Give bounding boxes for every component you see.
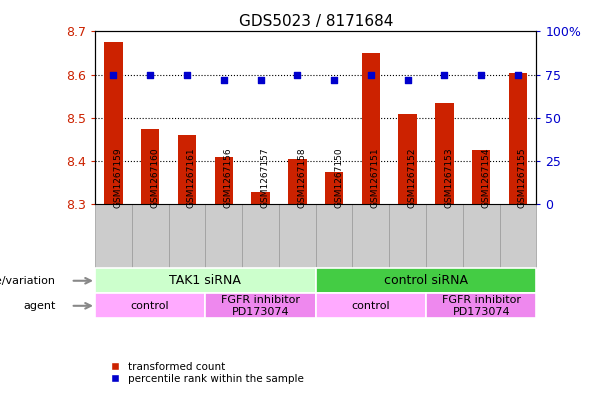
Bar [509,73,527,204]
Bar [95,204,132,268]
Text: GSM1267150: GSM1267150 [334,147,343,208]
Bar [389,204,426,268]
Bar [95,268,316,293]
Point [256,77,265,83]
Text: GSM1267161: GSM1267161 [187,147,196,208]
Text: GSM1267155: GSM1267155 [518,147,527,208]
Bar [463,204,500,268]
Bar [426,293,536,318]
Bar [279,204,316,268]
Bar [178,135,196,204]
Title: GDS5023 / 8171684: GDS5023 / 8171684 [238,14,393,29]
Text: control: control [351,301,390,311]
Bar [325,172,343,204]
Text: GSM1267153: GSM1267153 [444,147,454,208]
Point [476,72,486,78]
Text: FGFR inhibitor
PD173074: FGFR inhibitor PD173074 [442,295,520,317]
Bar [205,293,316,318]
Text: control siRNA: control siRNA [384,274,468,287]
Bar [316,293,426,318]
Point [145,72,155,78]
Bar [288,159,306,204]
Point [329,77,339,83]
Text: GSM1267152: GSM1267152 [408,147,417,208]
Text: genotype/variation: genotype/variation [0,276,55,286]
Bar [104,42,123,204]
Bar [398,114,417,204]
Bar [426,204,463,268]
Bar [316,204,352,268]
Text: GSM1267151: GSM1267151 [371,147,380,208]
Bar [500,204,536,268]
Point [403,77,413,83]
Point [219,77,229,83]
Bar [435,103,454,204]
Bar [251,191,270,204]
Bar [141,129,159,204]
Text: GSM1267157: GSM1267157 [261,147,270,208]
Bar [215,157,233,204]
Bar [205,204,242,268]
Point [182,72,192,78]
Text: FGFR inhibitor
PD173074: FGFR inhibitor PD173074 [221,295,300,317]
Text: GSM1267159: GSM1267159 [113,147,123,208]
Bar [242,204,279,268]
Point [109,72,118,78]
Point [366,72,376,78]
Bar [472,151,490,204]
Text: GSM1267156: GSM1267156 [224,147,233,208]
Text: agent: agent [23,301,55,311]
Text: GSM1267154: GSM1267154 [481,147,490,208]
Bar [132,204,169,268]
Legend: transformed count, percentile rank within the sample: transformed count, percentile rank withi… [100,357,308,388]
Text: GSM1267160: GSM1267160 [150,147,159,208]
Bar [316,268,536,293]
Point [440,72,449,78]
Text: control: control [131,301,170,311]
Bar [352,204,389,268]
Text: TAK1 siRNA: TAK1 siRNA [169,274,242,287]
Point [513,72,523,78]
Point [292,72,302,78]
Bar [95,293,205,318]
Bar [362,53,380,204]
Bar [169,204,205,268]
Text: GSM1267158: GSM1267158 [297,147,306,208]
